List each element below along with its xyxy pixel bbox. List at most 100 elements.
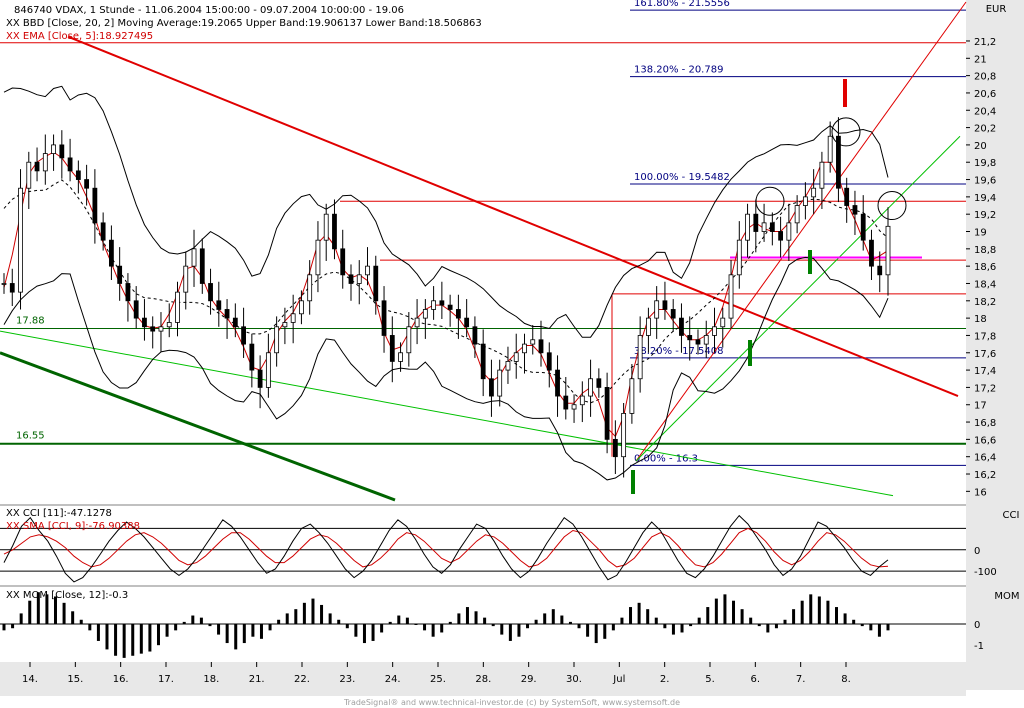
candle-body <box>563 395 569 410</box>
candle-body <box>836 135 841 189</box>
candle-body <box>158 326 164 332</box>
mom-bar <box>646 609 650 624</box>
time-tick-label: 2. <box>660 674 670 685</box>
mom-bar <box>663 624 667 629</box>
candle-body <box>728 274 734 319</box>
mom-bar <box>714 598 718 624</box>
mom-bar <box>860 624 864 627</box>
candle-body <box>100 222 106 241</box>
candle-body <box>356 274 362 284</box>
candle-body <box>299 300 304 315</box>
candle-body <box>588 378 593 397</box>
mom-bar <box>208 624 212 627</box>
price-tick-label: 19,6 <box>974 176 996 187</box>
mom-bar <box>131 624 135 656</box>
mom-bar <box>251 624 255 637</box>
mom-bar <box>423 624 427 631</box>
price-tick-label: 17,6 <box>974 349 996 360</box>
cci-panel <box>0 514 966 583</box>
time-tick-label: 7. <box>796 674 806 685</box>
candle-body <box>125 283 131 302</box>
mom-panel <box>0 592 966 658</box>
time-tick-label: 16. <box>113 674 129 685</box>
candle-body <box>241 326 246 345</box>
candle-body <box>522 343 527 354</box>
mom-bar <box>886 624 890 631</box>
mom-bar <box>371 624 375 641</box>
mom-bar <box>45 594 49 624</box>
mom-bar <box>11 624 15 629</box>
candle-body <box>687 335 693 341</box>
cci-sma-legend: XX SMA [CCI, 9]:-76.90388 <box>6 521 140 532</box>
mom-bar <box>689 624 693 627</box>
candle-body <box>84 179 90 189</box>
candle-body <box>381 300 387 336</box>
bollinger-legend: XX BBD [Close, 20, 2] Moving Average:19.… <box>6 18 482 29</box>
price-tick-label: 19,2 <box>974 210 996 221</box>
candle-body <box>282 322 288 328</box>
candle-body <box>670 309 676 319</box>
candle-body <box>26 161 32 189</box>
mom-bar <box>354 624 358 637</box>
price-tick-label: 20,2 <box>974 124 996 135</box>
mom-bar <box>732 600 736 624</box>
mom-bar <box>302 602 306 624</box>
mom-bar <box>500 624 504 635</box>
candle-body <box>761 222 767 232</box>
mom-bar <box>749 617 753 624</box>
mom-bar <box>96 624 100 641</box>
mom-bar <box>225 624 229 644</box>
price-tick-label: 17 <box>974 401 987 412</box>
support-level-label: 17.88 <box>16 316 45 327</box>
mom-bar <box>560 615 564 624</box>
candle-body <box>216 300 222 310</box>
downtrend-line <box>67 35 959 397</box>
candle-body <box>323 213 329 241</box>
mom-tick-label: 0 <box>974 620 980 631</box>
candle-body <box>208 283 213 302</box>
candle-body <box>315 239 321 276</box>
mom-bar <box>826 600 830 624</box>
mom-bar <box>603 624 607 639</box>
time-tick-label: 18. <box>203 674 219 685</box>
mom-bar <box>611 624 615 631</box>
candle-body <box>191 248 197 267</box>
trend-channel-line <box>0 330 894 497</box>
mom-bar <box>2 624 6 631</box>
mom-bar <box>654 617 658 624</box>
mom-bar <box>817 596 821 624</box>
mom-bar <box>182 621 186 624</box>
candle-body <box>447 304 453 310</box>
candle-body <box>530 339 536 345</box>
mom-bar <box>852 619 856 624</box>
cci-legend: XX CCI [11]:-47.1278 <box>6 508 112 519</box>
candle-body <box>852 205 858 215</box>
candle-body <box>175 291 180 323</box>
price-tick-label: 16,6 <box>974 435 996 446</box>
candle-body <box>869 239 874 267</box>
mom-bar <box>577 624 581 629</box>
candle-body <box>249 343 255 371</box>
mom-bar <box>620 617 624 624</box>
footer-bg <box>0 696 1024 708</box>
candle-body <box>621 412 627 458</box>
mom-bar <box>362 624 366 644</box>
price-tick-label: 16 <box>974 487 987 498</box>
candle-body <box>422 309 428 319</box>
mom-bar <box>320 604 324 624</box>
price-tick-label: 18 <box>974 314 987 325</box>
mom-bar <box>551 609 555 624</box>
candle-body <box>513 352 519 362</box>
time-tick-label: Jul <box>612 674 625 685</box>
mom-bar <box>53 596 57 624</box>
candle-body <box>166 322 172 328</box>
candle-body <box>257 369 263 388</box>
mom-bar <box>508 624 512 641</box>
candle-body <box>133 300 139 319</box>
price-tick-label: 20,8 <box>974 72 996 83</box>
candle-body <box>67 157 73 172</box>
time-tick-label: 23. <box>339 674 355 685</box>
candle-body <box>712 326 717 336</box>
candle-body <box>224 309 230 319</box>
price-axis-bg <box>966 0 1024 690</box>
